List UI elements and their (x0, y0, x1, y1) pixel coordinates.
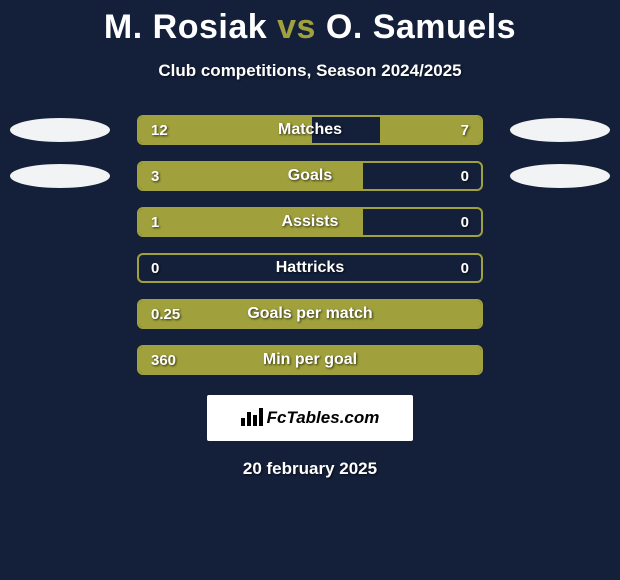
stat-row-goals: Goals30 (0, 161, 620, 191)
date-text: 20 february 2025 (0, 459, 620, 479)
bar-left-min-per-goal (139, 347, 483, 373)
player2-logo-placeholder (510, 118, 610, 142)
bar-left-matches (139, 117, 312, 143)
bar-left-goals (139, 163, 363, 189)
stat-row-matches: Matches127 (0, 115, 620, 145)
stat-value-left-hattricks: 0 (151, 255, 159, 281)
bar-left-assists (139, 209, 363, 235)
bar-track-matches: Matches127 (137, 115, 483, 145)
comparison-title: M. Rosiak vs O. Samuels (0, 0, 620, 47)
chart-bars-icon (241, 408, 263, 426)
stat-row-assists: Assists10 (0, 207, 620, 237)
stat-row-goals-per-match: Goals per match0.25 (0, 299, 620, 329)
player1-logo-placeholder (10, 118, 110, 142)
player1-name: M. Rosiak (104, 8, 267, 46)
stat-value-right-goals: 0 (461, 163, 469, 189)
subtitle: Club competitions, Season 2024/2025 (0, 61, 620, 81)
stat-value-right-assists: 0 (461, 209, 469, 235)
player2-name: O. Samuels (326, 8, 516, 46)
stat-label-hattricks: Hattricks (139, 255, 481, 281)
bar-track-goals-per-match: Goals per match0.25 (137, 299, 483, 329)
player2-logo-placeholder (510, 164, 610, 188)
stat-row-min-per-goal: Min per goal360 (0, 345, 620, 375)
fctables-badge[interactable]: FcTables.com (207, 395, 413, 441)
player1-logo-placeholder (10, 164, 110, 188)
vs-text: vs (277, 8, 316, 46)
comparison-chart: Matches127Goals30Assists10Hattricks00Goa… (0, 115, 620, 375)
stat-value-right-hattricks: 0 (461, 255, 469, 281)
bar-track-assists: Assists10 (137, 207, 483, 237)
bar-track-min-per-goal: Min per goal360 (137, 345, 483, 375)
bar-right-matches (380, 117, 481, 143)
bar-left-goals-per-match (139, 301, 483, 327)
stat-row-hattricks: Hattricks0 0 (0, 253, 620, 283)
bar-track-hattricks: Hattricks0 0 (137, 253, 483, 283)
bar-track-goals: Goals30 (137, 161, 483, 191)
badge-text: FcTables.com (267, 408, 380, 427)
